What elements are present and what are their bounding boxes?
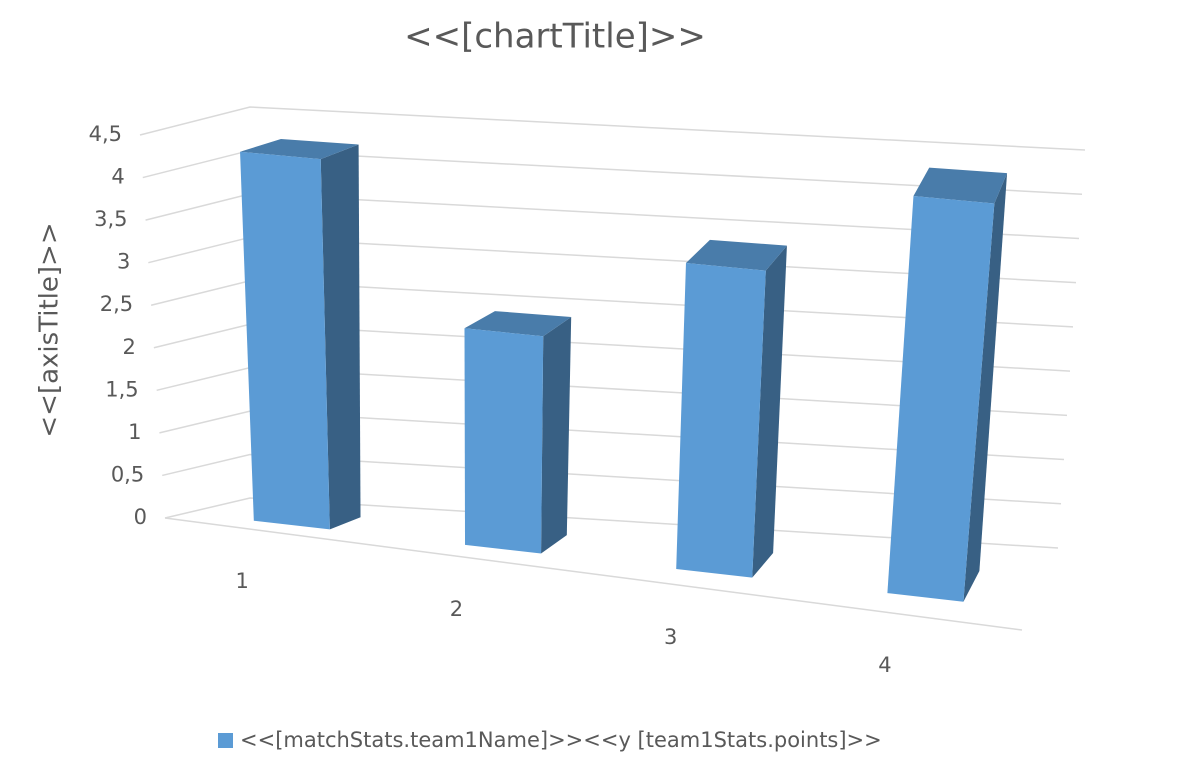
bar-front — [676, 262, 766, 578]
y-tick-label: 3 — [117, 250, 130, 274]
x-tick-label: 2 — [450, 597, 463, 621]
bar-side — [752, 245, 787, 578]
y-tick-label: 1 — [128, 420, 141, 444]
bar-front — [887, 196, 995, 602]
bar-top — [913, 167, 1008, 204]
grid-line — [164, 497, 1059, 549]
x-tick-label: 3 — [664, 625, 677, 649]
bar — [676, 239, 787, 578]
grid-line — [139, 106, 1086, 151]
bar — [240, 138, 361, 530]
bar-top — [464, 311, 572, 337]
bar — [887, 167, 1008, 602]
grid-line — [162, 453, 1062, 505]
bar-side — [963, 173, 1008, 602]
y-tick-label: 0 — [134, 505, 147, 529]
chart-title: <<[chartTitle]>> — [404, 17, 706, 57]
bar-side — [541, 316, 572, 554]
y-tick-label: 0,5 — [111, 462, 144, 486]
y-tick-label: 3,5 — [94, 207, 127, 231]
legend-swatch — [218, 733, 233, 748]
y-tick-label: 2 — [123, 335, 136, 359]
y-axis-title: <<[axisTitle]>> — [35, 222, 65, 437]
legend-label: <<[matchStats.team1Name]>><<y [team1Stat… — [240, 728, 882, 752]
x-tick-label: 4 — [878, 653, 891, 677]
x-tick-label: 1 — [235, 569, 248, 593]
bar-top — [240, 138, 359, 160]
bar — [464, 311, 572, 554]
legend: <<[matchStats.team1Name]>><<y [team1Stat… — [218, 728, 882, 752]
bar-front — [464, 328, 544, 554]
y-tick-label: 1,5 — [105, 377, 138, 401]
y-tick-label: 4 — [111, 165, 124, 189]
bar-top — [685, 239, 787, 271]
plot-area: 0 0,5 1 1,5 2 2,5 3 3,5 4 4,5 1 2 3 4 — [89, 106, 1086, 677]
y-tick-label: 2,5 — [100, 292, 133, 316]
y-tick-label: 4,5 — [89, 122, 122, 146]
category-axis — [164, 517, 1023, 631]
bar-front — [240, 151, 330, 530]
bar-side — [320, 144, 361, 530]
